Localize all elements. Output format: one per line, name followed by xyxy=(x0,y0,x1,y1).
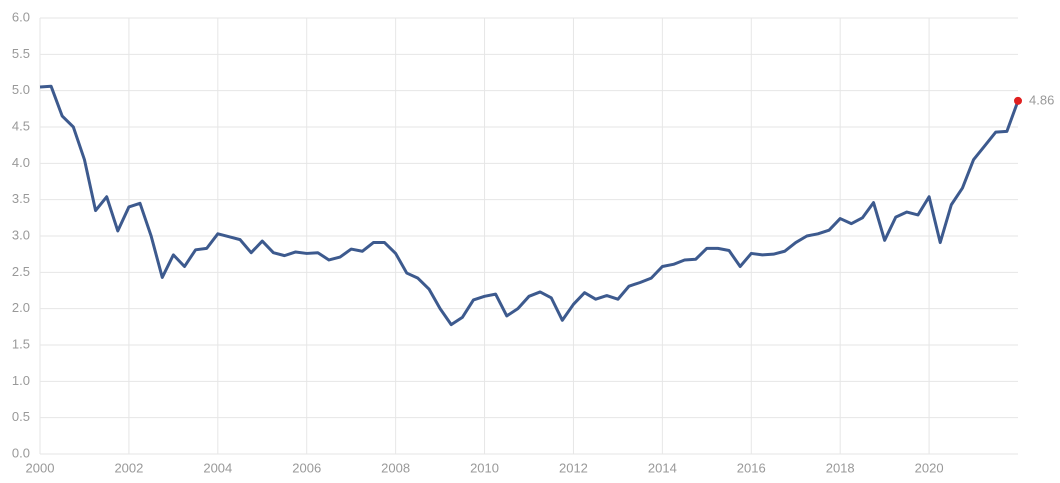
y-tick-label: 2.5 xyxy=(12,264,30,279)
end-marker xyxy=(1014,96,1022,105)
x-tick-label: 2020 xyxy=(915,460,944,475)
y-tick-label: 1.0 xyxy=(12,373,30,388)
x-tick-label: 2012 xyxy=(559,460,588,475)
y-tick-label: 4.5 xyxy=(12,118,30,133)
x-tick-label: 2016 xyxy=(737,460,766,475)
y-tick-label: 1.5 xyxy=(12,336,30,351)
data-line xyxy=(39,84,1020,327)
y-tick-label: 0.5 xyxy=(12,409,30,424)
y-tick-label: 0.0 xyxy=(12,445,30,460)
x-tick-label: 2010 xyxy=(470,460,499,475)
y-tick-label: 4.0 xyxy=(12,155,30,170)
y-tick-label: 3.5 xyxy=(12,191,30,206)
y-tick-label: 5.0 xyxy=(12,82,30,97)
x-tick-label: 2004 xyxy=(203,460,232,475)
x-tick-label: 2000 xyxy=(26,460,55,475)
y-tick-label: 2.0 xyxy=(12,300,30,315)
y-tick-label: 6.0 xyxy=(12,9,30,24)
x-tick-label: 2006 xyxy=(292,460,321,475)
y-tick-label: 3.0 xyxy=(12,227,30,242)
x-tick-label: 2008 xyxy=(381,460,410,475)
value-label: 4.86 xyxy=(1029,92,1054,107)
y-tick-label: 5.5 xyxy=(12,46,30,61)
x-tick-label: 2002 xyxy=(114,460,143,475)
x-tick-label: 2014 xyxy=(648,460,677,475)
x-tick-label: 2018 xyxy=(826,460,855,475)
